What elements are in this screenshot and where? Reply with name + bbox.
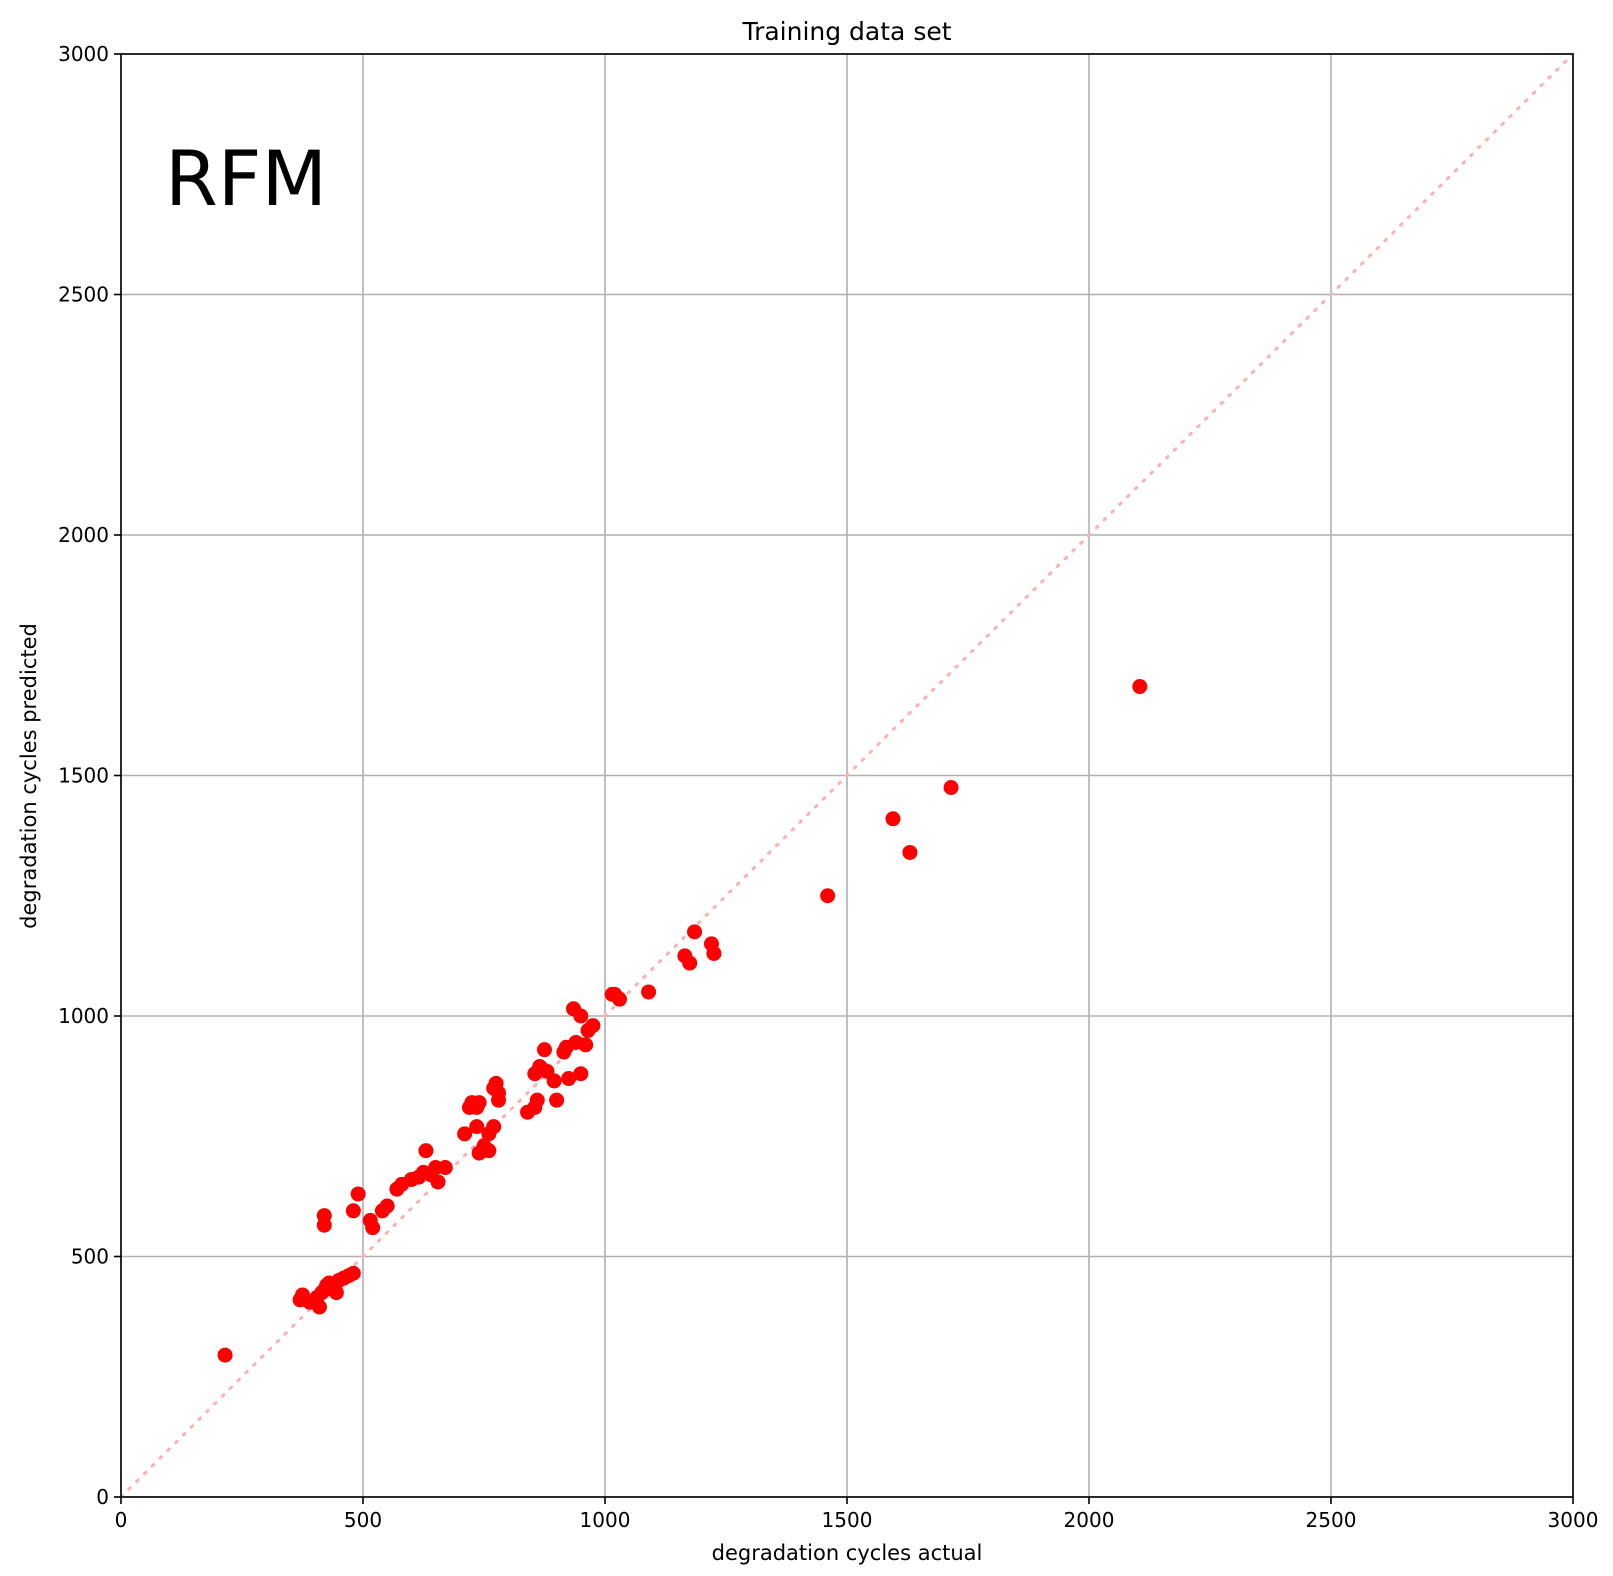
data-point bbox=[217, 1347, 233, 1363]
y-axis-label: degradation cycles predicted bbox=[17, 623, 41, 929]
data-point bbox=[345, 1203, 361, 1219]
data-point bbox=[943, 780, 959, 796]
y-tick-label: 0 bbox=[96, 1485, 109, 1509]
data-point bbox=[682, 955, 698, 971]
data-point bbox=[1132, 679, 1148, 695]
data-point bbox=[820, 888, 836, 904]
data-point bbox=[612, 991, 628, 1007]
data-point bbox=[379, 1198, 395, 1214]
data-point bbox=[316, 1217, 332, 1233]
data-point bbox=[430, 1174, 446, 1190]
y-tick-label: 2500 bbox=[58, 283, 109, 307]
x-axis-ticks: 0 500 1000 1500 2000 2500 3000 bbox=[115, 1497, 1599, 1532]
data-point bbox=[481, 1143, 497, 1159]
data-points bbox=[217, 679, 1148, 1363]
data-point bbox=[885, 811, 901, 827]
data-point bbox=[365, 1220, 381, 1236]
data-point bbox=[537, 1042, 552, 1058]
data-point bbox=[418, 1143, 434, 1159]
data-point bbox=[457, 1126, 473, 1142]
data-point bbox=[529, 1092, 545, 1108]
y-tick-label: 2000 bbox=[58, 523, 109, 547]
data-point bbox=[546, 1073, 562, 1089]
data-point bbox=[311, 1299, 327, 1315]
x-tick-label: 1000 bbox=[580, 1508, 631, 1532]
model-annotation: RFM bbox=[165, 134, 327, 223]
y-axis-ticks: 0 500 1000 1500 2000 2500 3000 bbox=[58, 42, 121, 1509]
data-point bbox=[491, 1092, 507, 1108]
data-point bbox=[687, 924, 703, 940]
data-point bbox=[902, 844, 918, 860]
data-point bbox=[486, 1119, 502, 1135]
data-point bbox=[345, 1265, 361, 1281]
data-point bbox=[573, 1008, 589, 1024]
x-axis-label: degradation cycles actual bbox=[712, 1541, 983, 1565]
x-tick-label: 1500 bbox=[822, 1508, 873, 1532]
x-tick-label: 3000 bbox=[1548, 1508, 1599, 1532]
reference-line bbox=[119, 52, 1575, 1499]
data-point bbox=[578, 1037, 594, 1053]
data-point bbox=[350, 1186, 366, 1202]
y-tick-label: 1500 bbox=[58, 764, 109, 788]
chart-title: Training data set bbox=[741, 17, 951, 46]
data-point bbox=[561, 1071, 577, 1087]
x-tick-label: 500 bbox=[344, 1508, 382, 1532]
x-tick-label: 2500 bbox=[1306, 1508, 1357, 1532]
x-tick-label: 2000 bbox=[1064, 1508, 1115, 1532]
data-point bbox=[549, 1092, 565, 1108]
identity-line bbox=[119, 52, 1575, 1499]
x-tick-label: 0 bbox=[115, 1508, 128, 1532]
y-tick-label: 3000 bbox=[58, 42, 109, 66]
data-point bbox=[437, 1160, 453, 1176]
data-point bbox=[706, 945, 722, 961]
data-point bbox=[573, 1066, 589, 1082]
data-point bbox=[328, 1285, 344, 1301]
data-point bbox=[471, 1095, 487, 1111]
y-tick-label: 500 bbox=[71, 1245, 109, 1269]
y-tick-label: 1000 bbox=[58, 1004, 109, 1028]
data-point bbox=[469, 1119, 485, 1135]
data-point bbox=[585, 1018, 601, 1034]
data-point bbox=[641, 984, 657, 1000]
